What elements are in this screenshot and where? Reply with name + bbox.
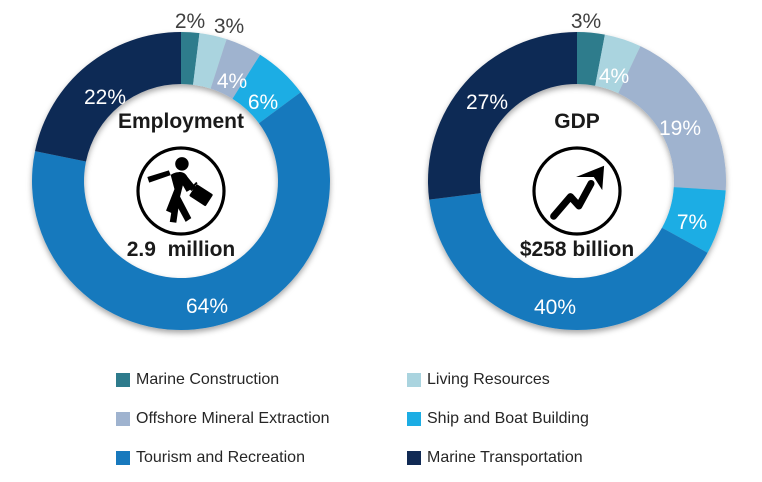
svg-text:3%: 3% bbox=[571, 10, 601, 33]
svg-text:Tourism and Recreation: Tourism and Recreation bbox=[136, 449, 305, 466]
svg-text:Employment: Employment bbox=[118, 110, 244, 133]
svg-text:$258 billion: $258 billion bbox=[520, 238, 634, 261]
svg-text:Ship and Boat Building: Ship and Boat Building bbox=[427, 410, 589, 427]
svg-text:7%: 7% bbox=[677, 211, 707, 234]
svg-text:3%: 3% bbox=[214, 15, 244, 38]
svg-text:Marine Transportation: Marine Transportation bbox=[427, 449, 583, 466]
svg-text:22%: 22% bbox=[84, 86, 126, 109]
svg-text:Offshore Mineral Extraction: Offshore Mineral Extraction bbox=[136, 410, 330, 427]
svg-text:19%: 19% bbox=[659, 117, 701, 140]
svg-text:4%: 4% bbox=[217, 70, 247, 93]
svg-text:6%: 6% bbox=[248, 91, 278, 114]
svg-text:Living Resources: Living Resources bbox=[427, 371, 550, 388]
svg-text:2.9 million: 2.9 million bbox=[127, 238, 236, 261]
svg-text:Marine Construction: Marine Construction bbox=[136, 371, 279, 388]
svg-text:4%: 4% bbox=[599, 65, 629, 88]
svg-text:27%: 27% bbox=[466, 91, 508, 114]
svg-text:GDP: GDP bbox=[554, 110, 600, 133]
svg-text:64%: 64% bbox=[186, 295, 228, 318]
svg-text:2%: 2% bbox=[175, 10, 205, 33]
svg-text:40%: 40% bbox=[534, 296, 576, 319]
